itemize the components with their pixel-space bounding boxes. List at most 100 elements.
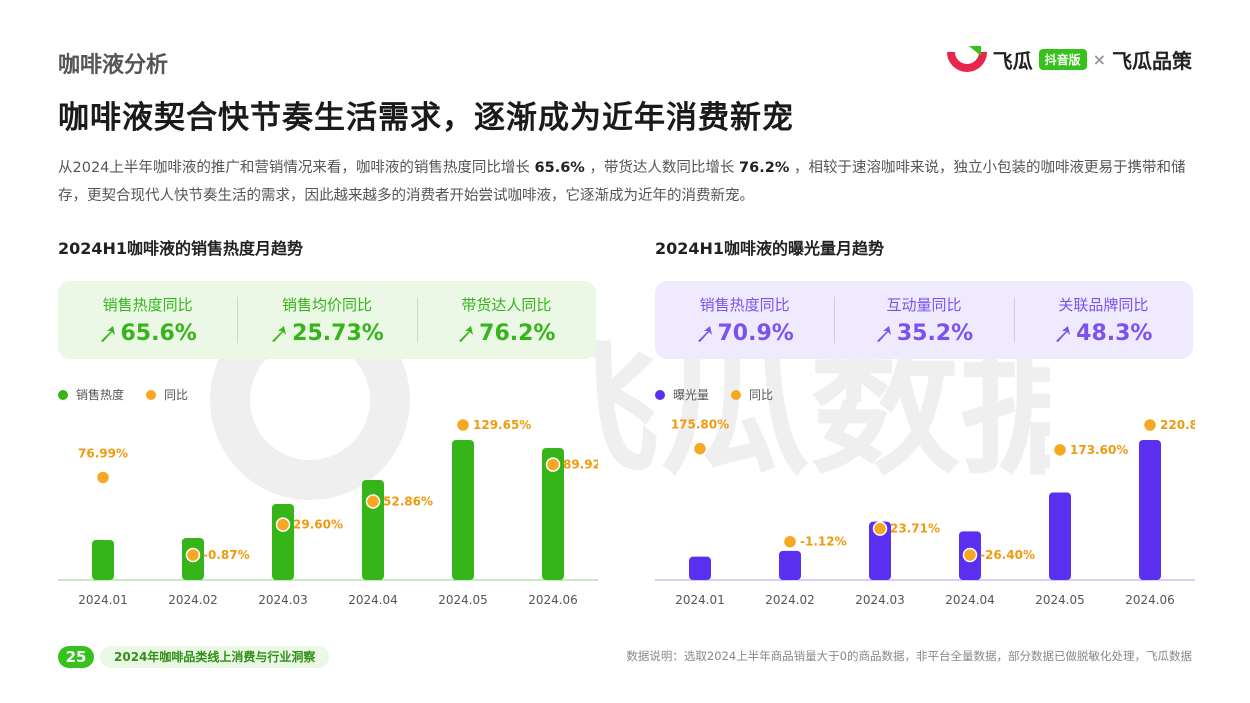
kpi-value-text: 48.3%: [1076, 321, 1153, 346]
kpi-value-text: 76.2%: [479, 321, 556, 346]
data-label: 175.80%: [671, 418, 729, 432]
kpi-item: 互动量同比 35.2%: [834, 281, 1013, 359]
legend-label: 同比: [749, 388, 774, 402]
chart-title-left: 2024H1咖啡液的销售热度月趋势: [58, 239, 304, 258]
data-label: -1.12%: [800, 535, 847, 549]
kpi-label: 销售均价同比: [281, 296, 372, 314]
legend-swatch: [655, 389, 665, 400]
legend-entry: 同比: [731, 386, 773, 403]
bar-chart-left: 2024.01 76.99% 2024.02 -0.87% 2024.03 29.60% 2…: [58, 417, 598, 607]
yoy-point: [1052, 442, 1068, 458]
legend-label: 同比: [164, 388, 189, 402]
data-label: 173.60%: [1070, 443, 1128, 457]
section-label: 咖啡液分析: [58, 53, 169, 78]
bar: [452, 440, 474, 580]
intro-text-3: ，相较于速溶咖啡来说，独立小包装的咖啡液更易于携带和储存，更契合现代人快节奏生活…: [58, 160, 1186, 204]
kpi-panel-left: 销售热度同比 65.6% 销售均价同比 25.73% 带货达人同比 76.2%: [58, 281, 596, 359]
data-label: -26.40%: [980, 548, 1035, 562]
legend-swatch: [731, 389, 742, 400]
kpi-value: 25.73%: [270, 321, 384, 346]
intro-value-1: 65.6%: [534, 160, 585, 176]
x-tick-label: 2024.06: [1125, 593, 1175, 607]
legend-entry: 销售热度: [58, 386, 124, 403]
x-tick-label: 2024.01: [675, 593, 725, 607]
x-tick-label: 2024.02: [168, 593, 218, 607]
chart-title-right: 2024H1咖啡液的曝光量月趋势: [655, 239, 885, 258]
x-tick-label: 2024.03: [258, 593, 308, 607]
x-tick-label: 2024.01: [78, 593, 128, 607]
data-note: 数据说明：选取2024上半年商品销量大于0的商品数据，非平台全量数据，部分数据已…: [626, 649, 1192, 663]
footer-title: 2024年咖啡品类线上消费与行业洞察: [100, 646, 330, 668]
kpi-item: 带货达人同比 76.2%: [416, 281, 596, 359]
x-tick-label: 2024.03: [855, 593, 905, 607]
yoy-point: [365, 494, 381, 509]
yoy-point: [872, 521, 888, 536]
yoy-point: [185, 547, 201, 563]
x-tick-label: 2024.05: [438, 593, 488, 607]
kpi-item: 关联品牌同比 48.3%: [1013, 281, 1193, 359]
kpi-value-text: 70.9%: [717, 321, 794, 346]
kpi-label: 互动量同比: [886, 296, 962, 314]
yoy-point: [692, 441, 708, 456]
kpi-value-text: 25.73%: [292, 321, 384, 346]
x-tick-label: 2024.04: [945, 593, 995, 607]
intro-value-2: 76.2%: [739, 160, 790, 176]
yoy-point: [1142, 417, 1158, 433]
bar: [542, 448, 564, 580]
yoy-point: [962, 547, 978, 563]
arrow-up-right-icon: [1056, 325, 1071, 342]
data-label: 89.92%: [563, 458, 598, 472]
yoy-point: [545, 457, 561, 472]
x-tick-label: 2024.05: [1035, 593, 1085, 607]
brand-separator: ×: [1092, 49, 1106, 69]
data-label: -0.87%: [203, 548, 250, 562]
kpi-label: 关联品牌同比: [1058, 296, 1149, 314]
arrow-up-right-icon: [876, 325, 891, 342]
kpi-panel-right: 销售热度同比 70.9% 互动量同比 35.2% 关联品牌同比 48.3%: [655, 281, 1193, 359]
yoy-point: [455, 417, 471, 433]
arrow-up-right-icon: [272, 325, 287, 342]
kpi-value-text: 35.2%: [896, 321, 974, 346]
data-label: 129.65%: [473, 418, 531, 432]
kpi-label: 销售热度同比: [699, 296, 790, 314]
arrow-up-right-icon: [697, 325, 712, 342]
x-tick-label: 2024.06: [528, 593, 578, 607]
brand-name: 飞瓜: [992, 48, 1033, 73]
kpi-item: 销售热度同比 65.6%: [58, 281, 237, 359]
data-label: 76.99%: [78, 446, 128, 460]
legend-right: 曝光量 同比: [655, 386, 787, 403]
bar: [1139, 440, 1161, 580]
legend-label: 销售热度: [76, 388, 125, 402]
x-tick-label: 2024.04: [348, 593, 398, 607]
bar: [272, 504, 294, 580]
data-label: 23.71%: [890, 522, 940, 536]
x-tick-label: 2024.02: [765, 593, 815, 607]
bar-chart-right: 2024.01 175.80% 2024.02 -1.12% 2024.03 23.71%…: [655, 417, 1195, 607]
kpi-value: 35.2%: [875, 321, 973, 346]
intro-paragraph: 从2024上半年咖啡液的推广和营销情况来看，咖啡液的销售热度同比增长 65.6%…: [58, 154, 1198, 210]
kpi-item: 销售均价同比 25.73%: [237, 281, 416, 359]
kpi-label: 销售热度同比: [102, 296, 193, 314]
yoy-point: [275, 517, 291, 532]
brand-logo: 飞瓜 抖音版 × 飞瓜品策: [946, 44, 1192, 74]
bar: [689, 556, 711, 580]
intro-text-1: 从2024上半年咖啡液的推广和营销情况来看，咖啡液的销售热度同比增长: [58, 160, 530, 176]
brand-name-2: 飞瓜品策: [1112, 48, 1192, 73]
data-label: 220.80%: [1160, 418, 1195, 432]
yoy-point: [782, 534, 798, 549]
data-label: 52.86%: [383, 494, 433, 508]
legend-entry: 同比: [146, 386, 188, 403]
bar: [92, 540, 114, 580]
kpi-value-text: 65.6%: [120, 321, 197, 346]
bar: [779, 550, 801, 580]
yoy-point: [95, 470, 111, 485]
legend-label: 曝光量: [673, 388, 710, 402]
feigua-logo-icon: [946, 46, 987, 72]
bar: [869, 521, 891, 580]
legend-swatch: [58, 389, 68, 400]
arrow-up-right-icon: [100, 325, 115, 342]
kpi-value: 65.6%: [99, 321, 197, 346]
page-number: 25: [58, 646, 94, 668]
legend-entry: 曝光量: [655, 386, 709, 403]
kpi-value: 76.2%: [457, 321, 555, 346]
